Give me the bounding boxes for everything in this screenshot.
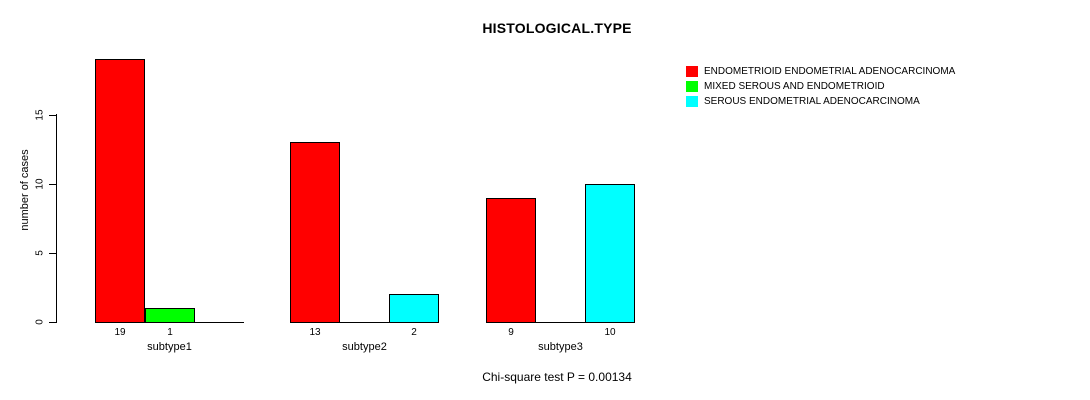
legend-label: SEROUS ENDOMETRIAL ADENOCARCINOMA bbox=[704, 96, 920, 107]
category-label-subtype1: subtype1 bbox=[147, 341, 192, 353]
bar-value-label: 10 bbox=[604, 327, 616, 338]
legend-label: ENDOMETRIOID ENDOMETRIAL ADENOCARCINOMA bbox=[704, 66, 956, 77]
y-tick-label: 0 bbox=[34, 319, 46, 325]
bar-subtype3-series1 bbox=[486, 198, 536, 323]
group-baseline bbox=[486, 322, 635, 323]
bar-value-label: 2 bbox=[411, 327, 417, 338]
category-label-subtype3: subtype3 bbox=[538, 341, 583, 353]
bar-subtype1-series2 bbox=[145, 308, 195, 323]
y-tick-mark bbox=[49, 115, 57, 116]
group-baseline bbox=[290, 322, 439, 323]
y-axis-label: number of cases bbox=[19, 149, 31, 231]
legend-item: MIXED SEROUS AND ENDOMETRIOID bbox=[686, 79, 955, 94]
category-label-subtype2: subtype2 bbox=[342, 341, 387, 353]
legend-item: ENDOMETRIOID ENDOMETRIAL ADENOCARCINOMA bbox=[686, 64, 955, 79]
chart-annotation: Chi-square test P = 0.00134 bbox=[482, 370, 632, 384]
y-axis-line bbox=[56, 114, 57, 323]
y-tick-label: 15 bbox=[34, 109, 46, 121]
y-tick-mark bbox=[49, 253, 57, 254]
legend-swatch-icon bbox=[686, 96, 698, 107]
bar-value-label: 1 bbox=[167, 327, 173, 338]
chart-title: HISTOLOGICAL.TYPE bbox=[482, 20, 632, 36]
legend-item: SEROUS ENDOMETRIAL ADENOCARCINOMA bbox=[686, 94, 955, 109]
legend-swatch-icon bbox=[686, 81, 698, 92]
y-tick-mark bbox=[49, 322, 57, 323]
y-tick-label: 5 bbox=[34, 250, 46, 256]
legend-label: MIXED SEROUS AND ENDOMETRIOID bbox=[704, 81, 885, 92]
legend-swatch-icon bbox=[686, 66, 698, 77]
bar-value-label: 19 bbox=[114, 327, 126, 338]
y-tick-mark bbox=[49, 184, 57, 185]
bar-subtype2-series3 bbox=[389, 294, 439, 323]
bar-value-label: 13 bbox=[309, 327, 321, 338]
bar-subtype1-series1 bbox=[95, 59, 145, 323]
y-tick-label: 10 bbox=[34, 178, 46, 190]
bar-subtype3-series3 bbox=[585, 184, 635, 323]
legend: ENDOMETRIOID ENDOMETRIAL ADENOCARCINOMA M… bbox=[686, 64, 955, 109]
bar-value-label: 9 bbox=[508, 327, 514, 338]
bar-subtype2-series1 bbox=[290, 142, 340, 323]
